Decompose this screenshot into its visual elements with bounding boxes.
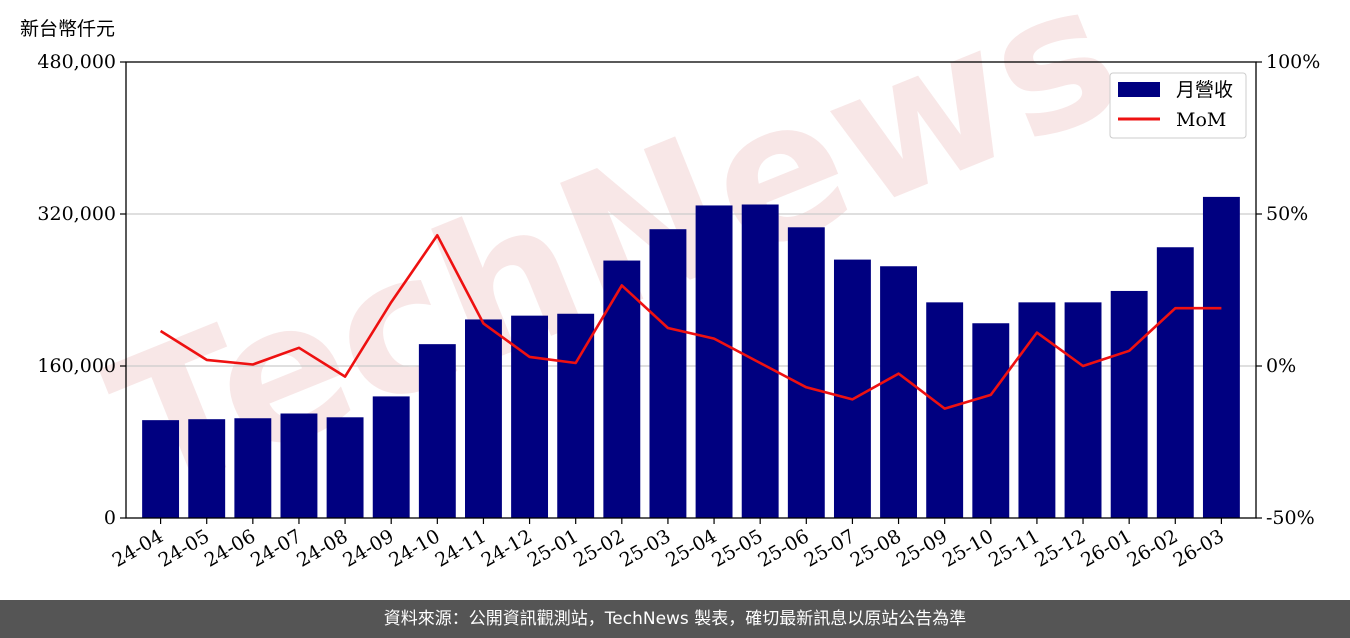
bar [880,266,917,518]
bar [280,413,318,518]
bar [926,302,964,518]
y-left-tick-label: 0 [104,507,116,529]
bar [972,323,1010,518]
x-tick-label: 24-12 [478,525,536,571]
y-right-tick-label: 50% [1266,203,1308,225]
bar [1156,247,1194,518]
revenue-chart: TechNews 0160,000320,000480,000-50%0%50%… [37,0,1320,572]
x-tick-label: 24-09 [339,525,397,571]
x-tick-label: 25-05 [708,525,766,571]
y-axis-unit-label: 新台幣仟元 [20,18,116,40]
x-tick-label: 25-06 [754,525,812,571]
x-tick-label: 26-01 [1077,525,1135,571]
bar [787,227,825,519]
bar [1064,302,1102,518]
bar [465,319,502,518]
y-left-tick-label: 160,000 [37,355,116,377]
x-tick-label: 24-11 [432,525,490,571]
x-tick-label: 24-10 [385,525,443,571]
x-tick-label: 25-10 [939,525,997,571]
x-tick-label: 25-09 [893,525,951,571]
y-right-tick-label: -50% [1266,507,1315,529]
bar [372,396,410,518]
bar [418,344,456,518]
bar [326,417,364,518]
bar-series [142,196,1240,519]
x-tick-label: 25-01 [524,525,582,571]
x-tick-label: 25-03 [616,525,674,571]
bar [188,419,226,518]
bar [1202,196,1240,518]
bar [741,204,779,518]
x-tick-label: 25-11 [985,525,1043,571]
legend: 月營收 MoM [1109,72,1247,139]
footer-source-note: 資料來源：公開資訊觀測站，TechNews 製表，確切最新訊息以原站公告為準 [0,600,1350,638]
x-tick-label: 26-02 [1123,525,1181,571]
bar [557,313,595,518]
x-tick-label: 25-02 [570,525,628,571]
bar [833,259,871,518]
x-tick-label: 25-07 [800,525,858,571]
bar [234,418,272,518]
x-tick-label: 24-04 [109,525,167,571]
bar [649,229,687,518]
bar [142,420,180,518]
legend-line-label: MoM [1176,109,1226,131]
x-tick-label: 24-06 [201,525,259,571]
mom-line [159,234,1222,410]
bar [695,205,733,518]
y-right-tick-label: 100% [1266,51,1320,73]
x-tick-label: 26-03 [1169,525,1227,571]
x-tick-label: 25-12 [1031,525,1089,571]
bar [603,260,641,518]
x-tick-label: 25-04 [662,525,720,571]
bar [1110,290,1148,518]
x-tick-label: 24-08 [293,525,351,571]
mom-line-series [159,234,1222,410]
y-left-tick-label: 320,000 [37,203,116,225]
y-left-tick-label: 480,000 [37,51,116,73]
y-right-tick-label: 0% [1266,355,1296,377]
x-tick-label: 24-07 [247,525,305,571]
legend-bar-label: 月營收 [1176,79,1233,101]
x-tick-label: 25-08 [847,525,905,571]
bar [1018,302,1056,518]
plot-frame [125,61,1257,519]
legend-bar-swatch [1118,82,1160,97]
